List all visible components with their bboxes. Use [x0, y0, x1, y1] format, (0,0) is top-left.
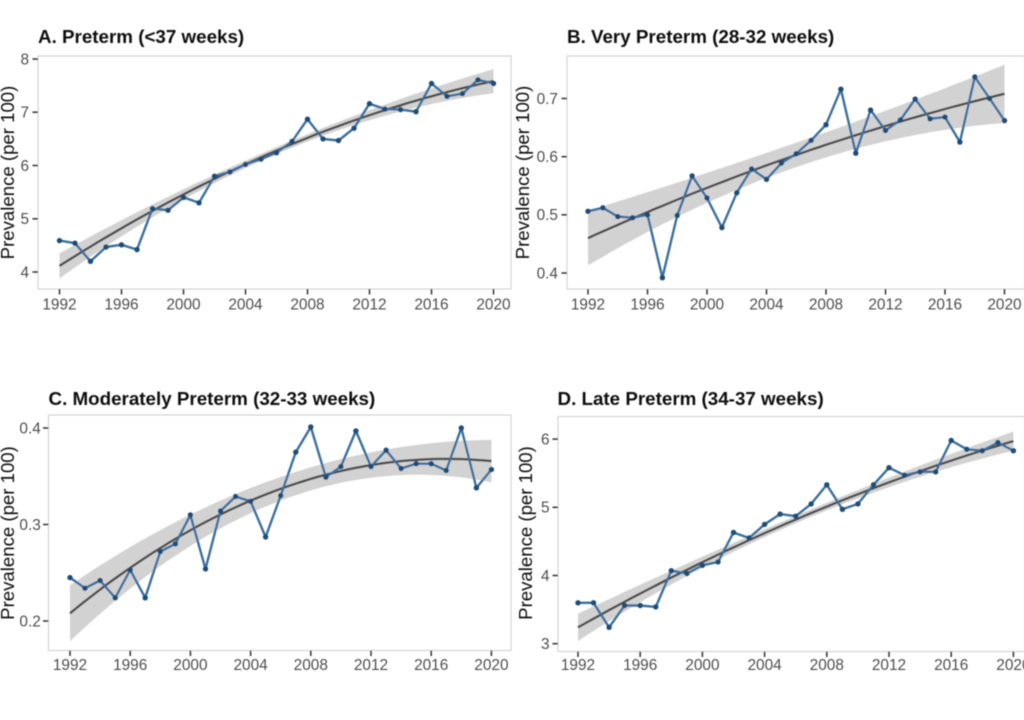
- svg-text:0.7: 0.7: [537, 91, 558, 108]
- svg-text:1992: 1992: [561, 657, 595, 674]
- svg-text:0.4: 0.4: [19, 420, 41, 437]
- svg-text:2012: 2012: [354, 657, 388, 674]
- svg-text:2008: 2008: [294, 657, 328, 674]
- svg-text:1996: 1996: [623, 657, 657, 674]
- svg-text:2016: 2016: [414, 297, 448, 314]
- svg-text:4: 4: [20, 264, 29, 281]
- svg-text:1996: 1996: [113, 657, 147, 674]
- svg-text:C. Moderately Preterm (32-33 w: C. Moderately Preterm (32-33 weeks): [49, 388, 376, 409]
- svg-text:Prevalence (per 100): Prevalence (per 100): [0, 86, 18, 260]
- svg-text:2016: 2016: [414, 657, 448, 674]
- svg-text:1996: 1996: [104, 297, 138, 314]
- svg-text:2012: 2012: [872, 657, 906, 674]
- svg-text:Prevalence (per 100): Prevalence (per 100): [512, 86, 533, 260]
- svg-text:1996: 1996: [630, 297, 664, 314]
- svg-text:2020: 2020: [996, 657, 1024, 674]
- svg-text:0.4: 0.4: [537, 265, 559, 282]
- svg-text:1992: 1992: [571, 297, 605, 314]
- svg-text:3: 3: [541, 636, 550, 653]
- svg-text:2020: 2020: [474, 657, 508, 674]
- svg-text:2000: 2000: [685, 657, 719, 674]
- svg-text:2020: 2020: [987, 297, 1021, 314]
- svg-text:2008: 2008: [810, 657, 844, 674]
- svg-text:2020: 2020: [476, 297, 510, 314]
- svg-text:2000: 2000: [690, 297, 724, 314]
- svg-text:0.5: 0.5: [537, 207, 558, 224]
- svg-text:7: 7: [20, 105, 29, 122]
- svg-text:6: 6: [541, 432, 550, 449]
- svg-text:1992: 1992: [42, 297, 76, 314]
- svg-text:2004: 2004: [749, 297, 784, 314]
- svg-text:5: 5: [541, 500, 550, 517]
- svg-text:Prevalence (per 100): Prevalence (per 100): [0, 446, 18, 620]
- svg-text:0.6: 0.6: [537, 149, 558, 166]
- svg-text:1992: 1992: [53, 657, 87, 674]
- svg-text:6: 6: [20, 158, 29, 175]
- svg-text:D. Late Preterm (34-37 weeks): D. Late Preterm (34-37 weeks): [558, 388, 824, 409]
- svg-text:B. Very Preterm (28-32 weeks): B. Very Preterm (28-32 weeks): [567, 26, 834, 47]
- svg-text:A. Preterm (<37 weeks): A. Preterm (<37 weeks): [38, 26, 244, 47]
- svg-text:5: 5: [20, 211, 29, 228]
- svg-text:2000: 2000: [173, 657, 207, 674]
- svg-text:2016: 2016: [928, 297, 962, 314]
- svg-text:2004: 2004: [228, 297, 263, 314]
- svg-text:2012: 2012: [868, 297, 902, 314]
- svg-text:2000: 2000: [166, 297, 200, 314]
- svg-text:4: 4: [541, 568, 550, 585]
- svg-text:Prevalence (per 100): Prevalence (per 100): [515, 446, 536, 620]
- svg-text:2004: 2004: [747, 657, 782, 674]
- svg-text:2008: 2008: [290, 297, 324, 314]
- svg-text:2012: 2012: [352, 297, 386, 314]
- svg-text:0.3: 0.3: [19, 517, 40, 534]
- svg-text:0.2: 0.2: [19, 613, 40, 630]
- svg-text:8: 8: [20, 51, 29, 68]
- svg-text:2008: 2008: [809, 297, 843, 314]
- svg-text:2016: 2016: [934, 657, 968, 674]
- svg-text:2004: 2004: [233, 657, 268, 674]
